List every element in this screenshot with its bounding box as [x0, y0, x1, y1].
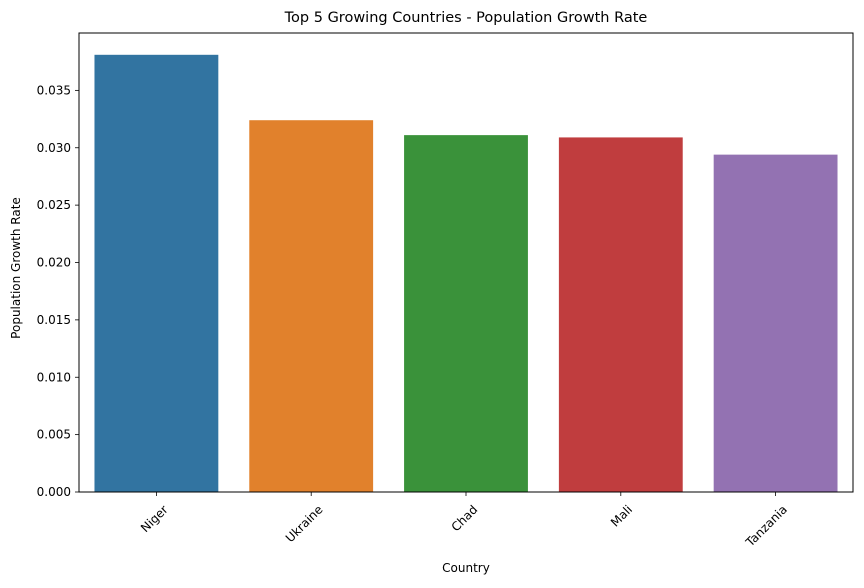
y-axis-label: Population Growth Rate — [9, 197, 23, 339]
x-tick-label: Chad — [449, 502, 481, 534]
x-tick-label: Mali — [608, 502, 635, 529]
y-axis: 0.000 0.005 0.010 0.015 0.020 0.025 0.030 0.035 — [37, 83, 79, 499]
y-tick-label: 0.005 — [37, 428, 71, 442]
bar-mali — [558, 137, 683, 493]
y-tick-label: 0.020 — [37, 256, 71, 270]
chart-title: Top 5 Growing Countries - Population Gro… — [284, 10, 648, 26]
y-tick-label: 0.015 — [37, 313, 71, 327]
bar-chad — [404, 135, 528, 492]
bar-niger — [94, 54, 219, 493]
x-tick-label: Niger — [138, 502, 171, 535]
y-tick-label: 0.030 — [37, 141, 71, 155]
plot-frame — [78, 32, 854, 493]
x-axis-label: Country — [442, 561, 490, 575]
x-axis: Niger Ukraine Chad Mali Tanzania — [138, 492, 790, 550]
x-tick-label: Tanzania — [742, 502, 790, 550]
y-tick-label: 0.000 — [37, 485, 71, 499]
y-tick-label: 0.010 — [37, 370, 71, 384]
bars-group — [94, 54, 838, 493]
y-tick-label: 0.025 — [37, 198, 71, 212]
bar-ukraine — [249, 120, 374, 493]
y-tick-label: 0.035 — [37, 83, 71, 97]
bar-tanzania — [713, 154, 838, 492]
x-tick-label: Ukraine — [283, 502, 326, 545]
